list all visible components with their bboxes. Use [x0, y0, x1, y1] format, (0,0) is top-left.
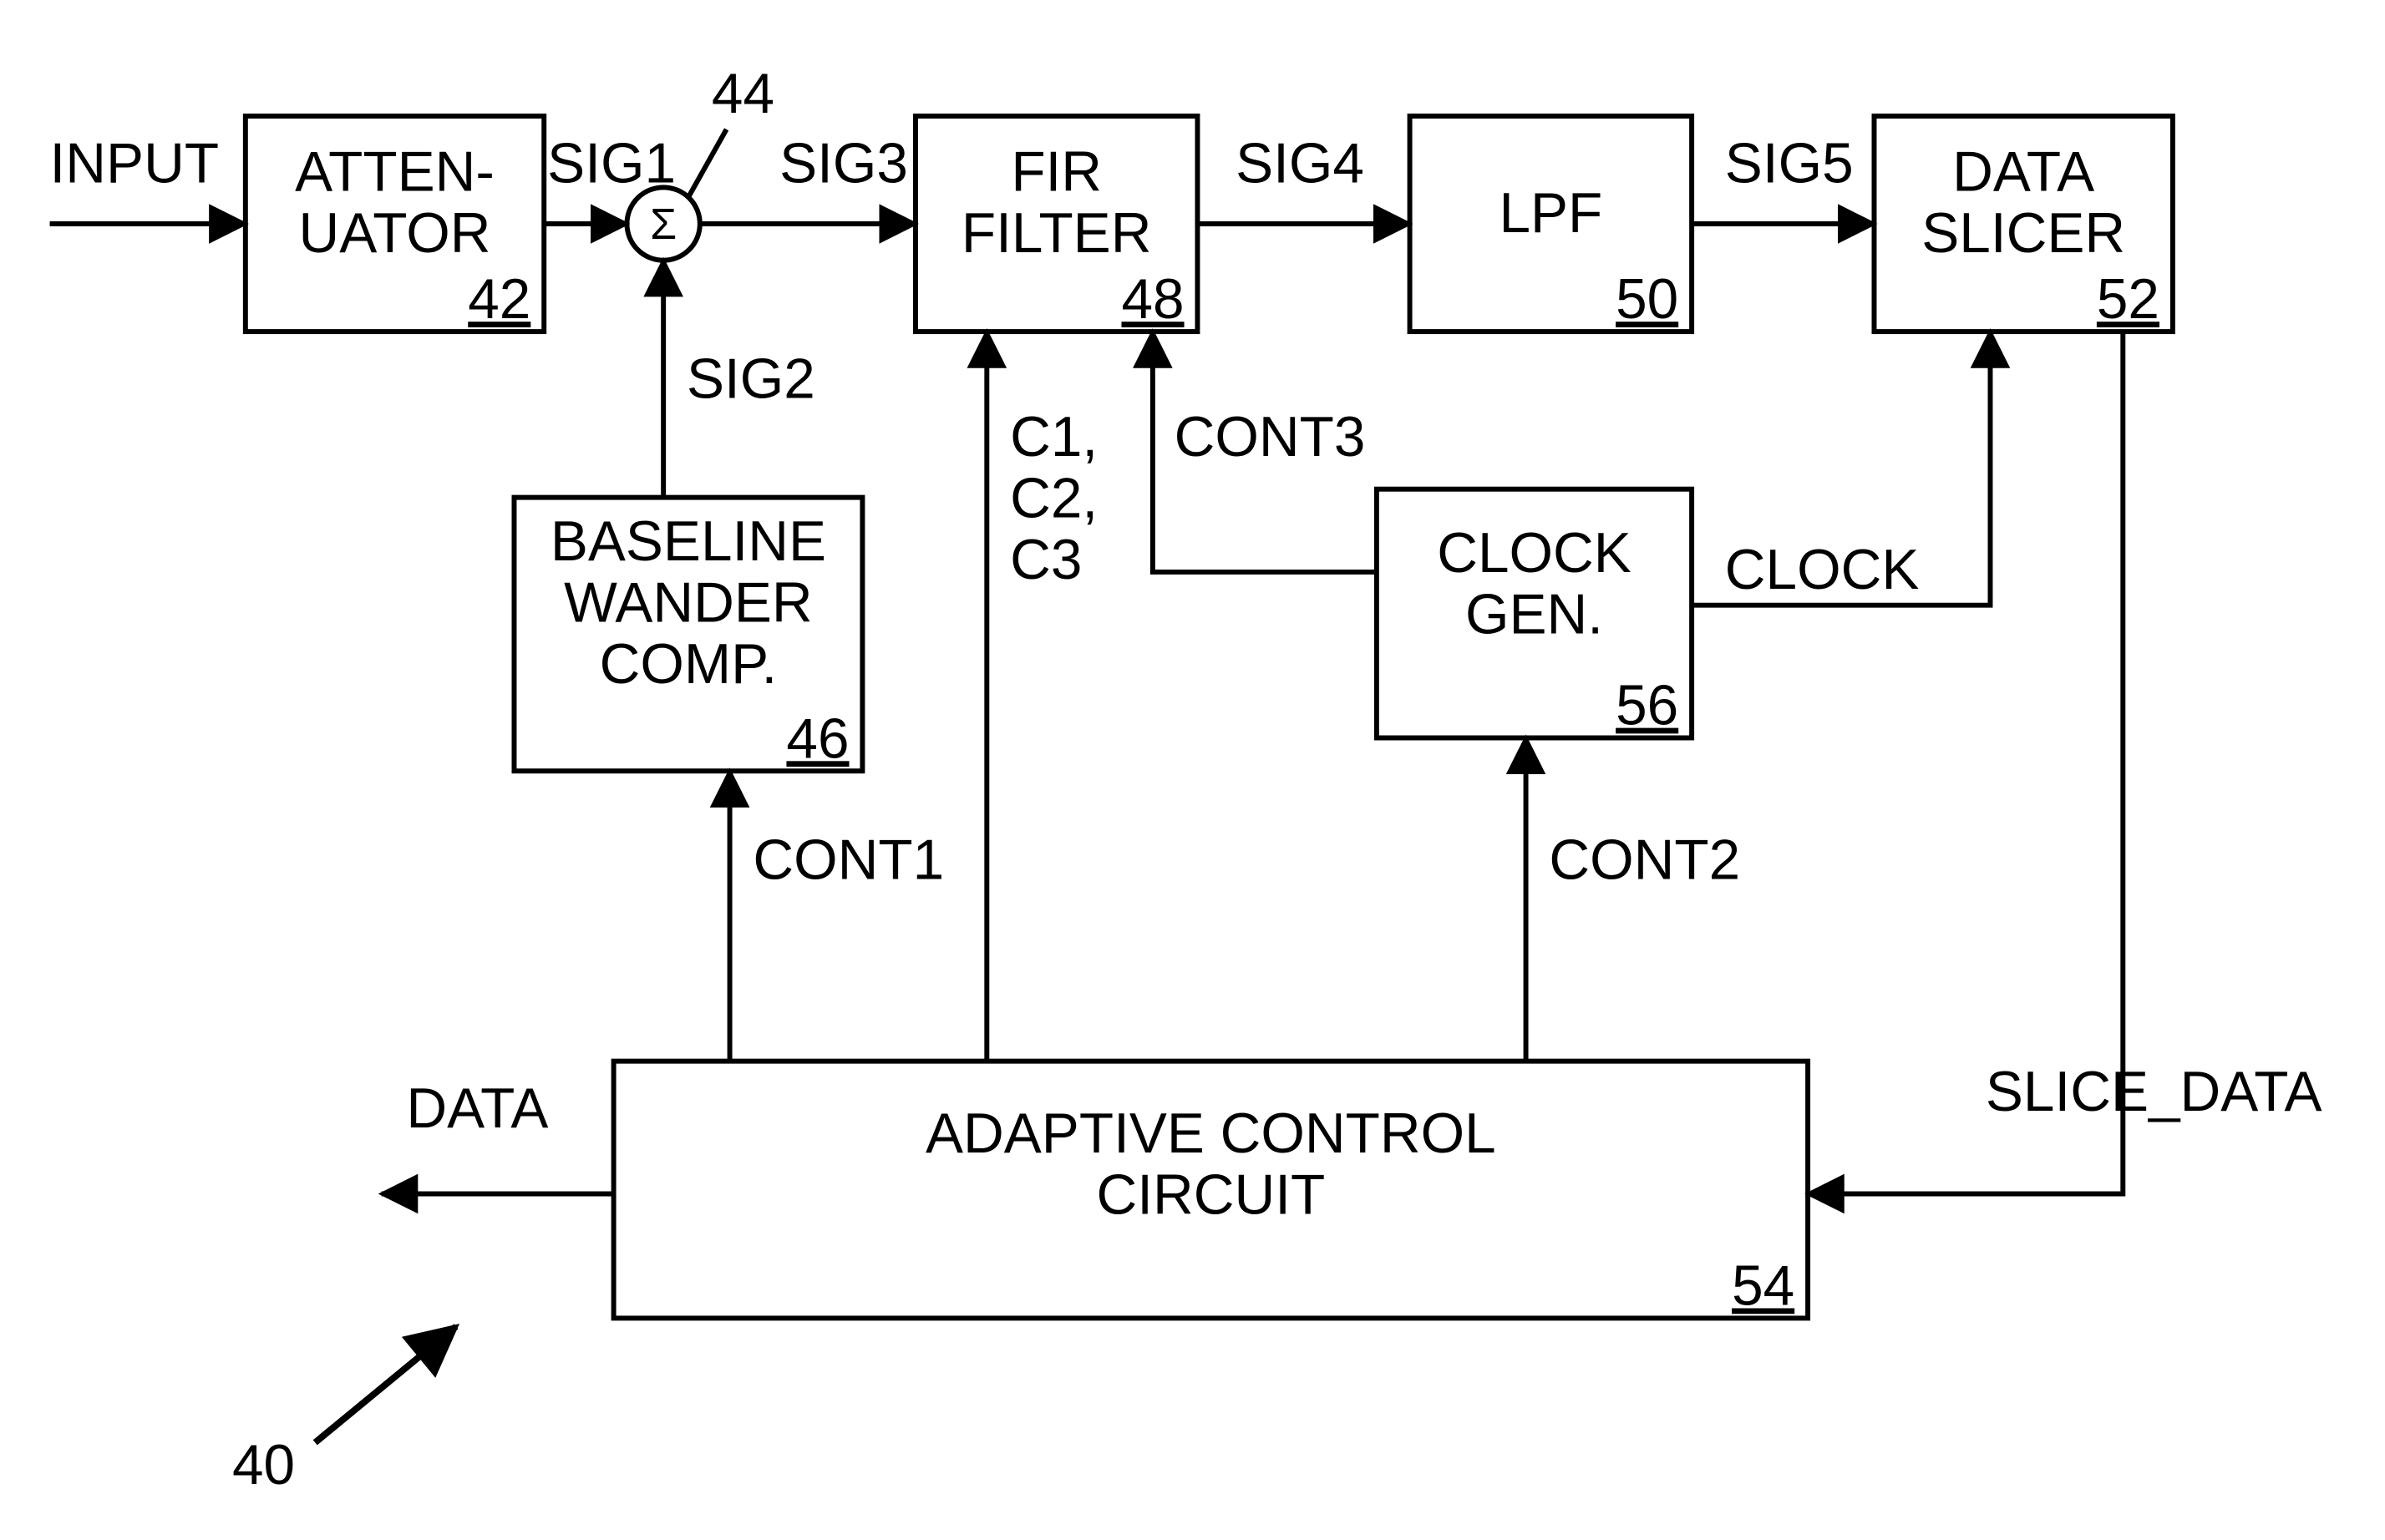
node-acc-label1: ADAPTIVE CONTROL [926, 1102, 1496, 1165]
node-acc-label2: CIRCUIT [1096, 1163, 1325, 1226]
node-attenuator-label1: ATTEN- [295, 140, 495, 203]
label-c1: C1, [1010, 406, 1098, 469]
node-summer-label: Σ [650, 200, 677, 248]
node-clkgen-label2: GEN. [1465, 583, 1603, 646]
node-fir-ref: 48 [1121, 268, 1184, 331]
node-bwc-label2: WANDER [564, 572, 813, 635]
label-cont2: CONT2 [1549, 828, 1740, 891]
label-sig4: SIG4 [1236, 132, 1364, 195]
node-clkgen-ref: 56 [1616, 675, 1678, 737]
label-slice-data: SLICE_DATA [1986, 1061, 2322, 1123]
ref-pointer-label: 40 [232, 1434, 295, 1497]
label-cont1: CONT1 [753, 828, 944, 891]
node-bwc-ref: 46 [786, 707, 849, 770]
node-clkgen-label1: CLOCK [1437, 522, 1631, 585]
ref-pointer-arrow [315, 1326, 456, 1442]
label-sig2: SIG2 [687, 347, 815, 410]
node-slicer-label2: SLICER [1921, 202, 2125, 265]
label-c2: C2, [1010, 467, 1098, 529]
node-slicer-label1: DATA [1952, 140, 2094, 203]
label-c3: C3 [1010, 529, 1082, 591]
node-summer-ref: 44 [712, 63, 774, 125]
label-sig5: SIG5 [1725, 132, 1854, 195]
node-slicer-ref: 52 [2097, 268, 2159, 331]
node-fir-label1: FIR [1011, 140, 1102, 203]
label-clock: CLOCK [1725, 539, 1920, 601]
node-bwc-label1: BASELINE [551, 510, 826, 573]
node-attenuator-ref: 42 [468, 268, 530, 331]
label-sig3: SIG3 [779, 132, 908, 195]
node-acc-ref: 54 [1732, 1255, 1794, 1318]
ref-tick-44 [688, 129, 727, 197]
label-sig1: SIG1 [547, 132, 676, 195]
node-bwc-label3: COMP. [600, 633, 778, 696]
label-input: INPUT [50, 132, 220, 195]
node-fir-label2: FILTER [962, 202, 1152, 265]
label-data: DATA [406, 1077, 548, 1140]
node-attenuator-label2: UATOR [299, 202, 491, 265]
block-diagram: ATTEN- UATOR 42 Σ 44 FIR FILTER 48 LPF 5… [0, 0, 2385, 1535]
node-lpf-ref: 50 [1616, 268, 1678, 331]
node-lpf-label: LPF [1499, 182, 1602, 245]
label-cont3: CONT3 [1175, 406, 1366, 469]
